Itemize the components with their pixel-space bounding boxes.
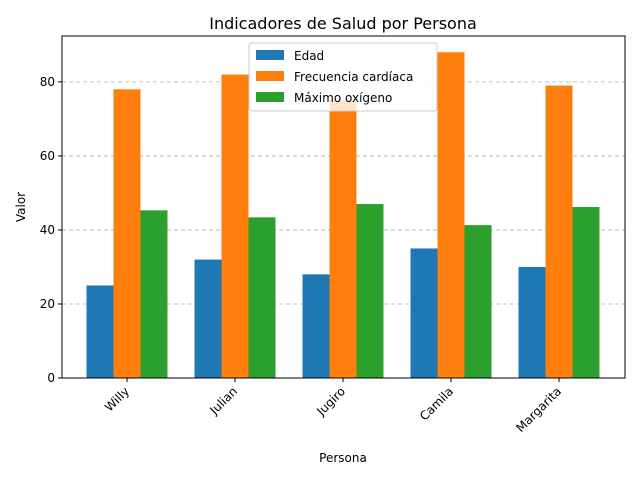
- bar-maximo-oxigeno-willy: [140, 210, 168, 378]
- legend-label-maximo-oxigeno: Máximo oxígeno: [294, 91, 392, 105]
- legend-swatch-maximo-oxigeno: [256, 92, 284, 102]
- legend: Edad Frecuencia cardíaca Máximo oxígeno: [248, 42, 438, 112]
- bar-edad-willy: [86, 285, 114, 378]
- bar-maximo-oxigeno-julian: [248, 217, 276, 378]
- bar-edad-camila: [410, 248, 438, 378]
- bars: [86, 52, 600, 379]
- bar-frecuencia-cardiaca-julian: [221, 74, 249, 379]
- bar-frecuencia-cardiaca-willy: [113, 89, 141, 378]
- y-tick-label: 60: [40, 149, 55, 163]
- y-tick-label: 80: [40, 75, 55, 89]
- bar-edad-margarita: [518, 266, 546, 378]
- bar-maximo-oxigeno-jugiro: [356, 204, 384, 378]
- y-tick-label: 0: [47, 371, 55, 385]
- bar-edad-jugiro: [302, 274, 330, 378]
- bar-frecuencia-cardiaca-camila: [437, 52, 465, 379]
- legend-label-frecuencia-cardiaca: Frecuencia cardíaca: [294, 70, 413, 84]
- bar-frecuencia-cardiaca-margarita: [545, 85, 573, 378]
- legend-swatch-frecuencia-cardiaca: [256, 71, 284, 81]
- bar-maximo-oxigeno-margarita: [572, 207, 600, 378]
- legend-label-edad: Edad: [294, 49, 324, 63]
- chart-title: Indicadores de Salud por Persona: [209, 14, 477, 33]
- x-axis-label: Persona: [319, 451, 367, 465]
- legend-box: [248, 42, 438, 112]
- bar-edad-julian: [194, 259, 222, 378]
- y-axis-ticks: 0 20 40 60 80: [40, 75, 62, 385]
- y-tick-label: 40: [40, 223, 55, 237]
- legend-swatch-edad: [256, 50, 284, 60]
- bar-maximo-oxigeno-camila: [464, 225, 492, 378]
- y-tick-label: 20: [40, 297, 55, 311]
- bar-frecuencia-cardiaca-jugiro: [329, 100, 357, 379]
- y-axis-label: Valor: [14, 192, 28, 222]
